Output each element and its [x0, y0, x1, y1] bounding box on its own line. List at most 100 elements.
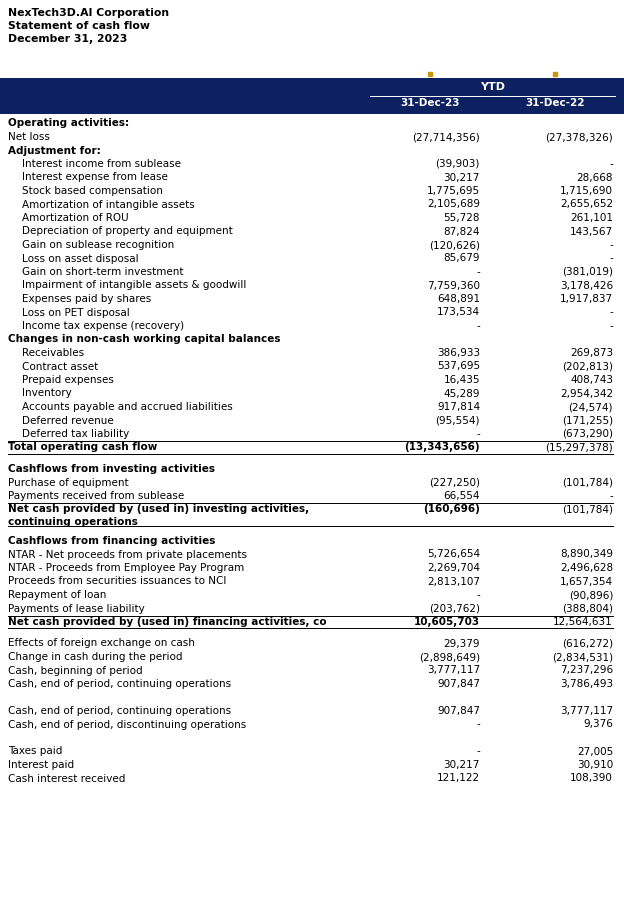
Text: 12,564,631: 12,564,631: [553, 617, 613, 627]
Text: Depreciation of property and equipment: Depreciation of property and equipment: [22, 227, 233, 237]
Text: Gain on sublease recognition: Gain on sublease recognition: [22, 240, 174, 250]
Text: 66,554: 66,554: [444, 491, 480, 501]
Text: Prepaid expenses: Prepaid expenses: [22, 375, 114, 385]
Text: (616,272): (616,272): [562, 639, 613, 649]
Text: 386,933: 386,933: [437, 348, 480, 358]
Text: Gain on short-term investment: Gain on short-term investment: [22, 267, 183, 277]
Text: (39,903): (39,903): [436, 159, 480, 169]
Text: (227,250): (227,250): [429, 477, 480, 487]
Text: YTD: YTD: [480, 82, 505, 92]
Text: -: -: [609, 159, 613, 169]
Text: Changes in non-cash working capital balances: Changes in non-cash working capital bala…: [8, 335, 281, 345]
Text: -: -: [609, 240, 613, 250]
Text: 27,005: 27,005: [577, 746, 613, 756]
Text: Payments of lease liability: Payments of lease liability: [8, 603, 145, 613]
Text: -: -: [609, 491, 613, 501]
Text: 648,891: 648,891: [437, 294, 480, 304]
Text: -: -: [476, 746, 480, 756]
Text: 261,101: 261,101: [570, 213, 613, 223]
Text: (13,343,656): (13,343,656): [404, 443, 480, 453]
Text: Cash, end of period, discontinuing operations: Cash, end of period, discontinuing opera…: [8, 719, 246, 729]
Text: 29,379: 29,379: [444, 639, 480, 649]
Text: Effects of foreign exchange on cash: Effects of foreign exchange on cash: [8, 639, 195, 649]
Text: (90,896): (90,896): [568, 590, 613, 600]
Text: 7,237,296: 7,237,296: [560, 666, 613, 676]
Text: 173,534: 173,534: [437, 307, 480, 317]
Text: 5,726,654: 5,726,654: [427, 550, 480, 560]
Text: 3,777,117: 3,777,117: [560, 706, 613, 716]
Text: 3,178,426: 3,178,426: [560, 280, 613, 290]
Text: 269,873: 269,873: [570, 348, 613, 358]
Text: Net cash provided by (used in) investing activities,: Net cash provided by (used in) investing…: [8, 504, 309, 514]
Text: Statement of cash flow: Statement of cash flow: [8, 21, 150, 31]
Text: (381,019): (381,019): [562, 267, 613, 277]
Text: 2,269,704: 2,269,704: [427, 563, 480, 573]
Text: NexTech3D.AI Corporation: NexTech3D.AI Corporation: [8, 8, 169, 18]
Bar: [0, 78, 624, 114]
Text: (388,804): (388,804): [562, 603, 613, 613]
Text: 907,847: 907,847: [437, 679, 480, 689]
Text: Expenses paid by shares: Expenses paid by shares: [22, 294, 151, 304]
Text: continuing operations: continuing operations: [8, 517, 138, 527]
Text: (171,255): (171,255): [562, 415, 613, 425]
Text: Contract asset: Contract asset: [22, 362, 98, 372]
Text: Cash, end of period, continuing operations: Cash, end of period, continuing operatio…: [8, 679, 231, 689]
Text: Interest paid: Interest paid: [8, 760, 74, 770]
Text: Cashflows from investing activities: Cashflows from investing activities: [8, 464, 215, 474]
Text: Purchase of equipment: Purchase of equipment: [8, 477, 129, 487]
Text: 85,679: 85,679: [444, 253, 480, 264]
Text: 1,657,354: 1,657,354: [560, 577, 613, 587]
Text: 30,910: 30,910: [577, 760, 613, 770]
Text: Cash, end of period, continuing operations: Cash, end of period, continuing operatio…: [8, 706, 231, 716]
Text: (160,696): (160,696): [423, 504, 480, 514]
Text: (202,813): (202,813): [562, 362, 613, 372]
Text: Operating activities:: Operating activities:: [8, 119, 129, 129]
Text: -: -: [476, 590, 480, 600]
Text: Impairment of intangible assets & goodwill: Impairment of intangible assets & goodwi…: [22, 280, 246, 290]
Text: Cashflows from financing activities: Cashflows from financing activities: [8, 536, 215, 546]
Text: Cash interest received: Cash interest received: [8, 774, 125, 784]
Text: (27,714,356): (27,714,356): [412, 132, 480, 142]
Text: 28,668: 28,668: [577, 172, 613, 182]
Text: 1,917,837: 1,917,837: [560, 294, 613, 304]
Text: Deferred revenue: Deferred revenue: [22, 415, 114, 425]
Text: 10,605,703: 10,605,703: [414, 617, 480, 627]
Text: 143,567: 143,567: [570, 227, 613, 237]
Text: Change in cash during the period: Change in cash during the period: [8, 652, 182, 662]
Text: Taxes paid: Taxes paid: [8, 746, 62, 756]
Text: Interest expense from lease: Interest expense from lease: [22, 172, 168, 182]
Text: 537,695: 537,695: [437, 362, 480, 372]
Text: 55,728: 55,728: [444, 213, 480, 223]
Text: Receivables: Receivables: [22, 348, 84, 358]
Text: Net cash provided by (used in) financing activities, co: Net cash provided by (used in) financing…: [8, 617, 326, 627]
Text: 917,814: 917,814: [437, 402, 480, 412]
Text: (120,626): (120,626): [429, 240, 480, 250]
Text: Payments received from sublease: Payments received from sublease: [8, 491, 184, 501]
Text: -: -: [476, 321, 480, 331]
Text: Repayment of loan: Repayment of loan: [8, 590, 106, 600]
Text: 45,289: 45,289: [444, 388, 480, 398]
Text: 31-Dec-23: 31-Dec-23: [400, 98, 460, 108]
Text: Accounts payable and accrued liabilities: Accounts payable and accrued liabilities: [22, 402, 233, 412]
Text: NTAR - Proceeds from Employee Pay Program: NTAR - Proceeds from Employee Pay Progra…: [8, 563, 244, 573]
Text: (2,834,531): (2,834,531): [552, 652, 613, 662]
Text: Adjustment for:: Adjustment for:: [8, 145, 100, 155]
Text: 3,786,493: 3,786,493: [560, 679, 613, 689]
Text: Net loss: Net loss: [8, 132, 50, 142]
Text: (203,762): (203,762): [429, 603, 480, 613]
Text: Proceeds from securities issuances to NCI: Proceeds from securities issuances to NC…: [8, 577, 227, 587]
Text: (673,290): (673,290): [562, 429, 613, 439]
Text: 9,376: 9,376: [583, 719, 613, 729]
Text: 1,715,690: 1,715,690: [560, 186, 613, 196]
Text: -: -: [609, 307, 613, 317]
Text: 2,496,628: 2,496,628: [560, 563, 613, 573]
Text: Amortization of ROU: Amortization of ROU: [22, 213, 129, 223]
Text: NTAR - Net proceeds from private placements: NTAR - Net proceeds from private placeme…: [8, 550, 247, 560]
Text: -: -: [609, 321, 613, 331]
Text: Loss on PET disposal: Loss on PET disposal: [22, 307, 130, 317]
Text: 3,777,117: 3,777,117: [427, 666, 480, 676]
Text: -: -: [476, 429, 480, 439]
Text: December 31, 2023: December 31, 2023: [8, 34, 127, 44]
Text: (24,574): (24,574): [568, 402, 613, 412]
Text: (101,784): (101,784): [562, 504, 613, 514]
